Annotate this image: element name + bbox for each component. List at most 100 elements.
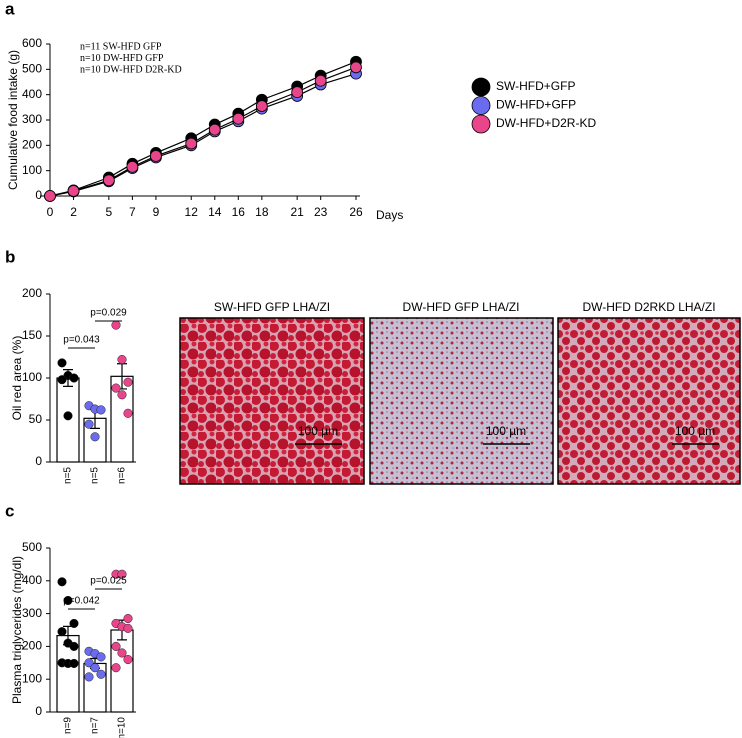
category-label: n=6: [117, 467, 128, 484]
y-tick-label: 200: [22, 639, 42, 653]
data-point: [117, 569, 127, 579]
category-label: n=5: [63, 467, 74, 484]
data-point: [84, 658, 94, 668]
data-point: [69, 373, 79, 383]
marker: [44, 190, 56, 202]
y-axis-label: Oil red area (%): [10, 336, 24, 421]
category-label: n=10: [117, 717, 128, 738]
data-point: [90, 663, 100, 673]
data-point: [111, 383, 121, 393]
x-tick-label: 2: [70, 205, 77, 219]
image-title: DW-HFD GFP LHA/ZI: [403, 300, 520, 314]
legend-marker: [471, 114, 491, 134]
data-point: [69, 658, 79, 669]
marker: [255, 100, 268, 112]
marker: [314, 74, 327, 87]
y-tick-label: 200: [22, 286, 42, 300]
marker: [126, 160, 139, 173]
data-point: [123, 623, 133, 633]
image-title: DW-HFD D2RKD LHA/ZI: [582, 300, 715, 314]
marker: [102, 174, 115, 187]
x-tick-label: 21: [290, 205, 304, 219]
data-point: [123, 654, 133, 665]
data-point: [69, 641, 79, 651]
category-label: n=5: [90, 467, 101, 484]
annotation: n=10 DW-HFD GFP: [80, 53, 164, 64]
y-tick-label: 300: [22, 606, 42, 620]
panel-label: c: [5, 501, 14, 520]
p-value: p=0.042: [63, 596, 100, 607]
p-value: p=0.025: [90, 576, 127, 587]
panel-label: b: [5, 247, 15, 266]
data-point: [57, 375, 67, 385]
scale-label: 100 µm: [298, 424, 338, 438]
y-tick-label: 100: [22, 671, 42, 685]
x-tick-label: 12: [185, 205, 199, 219]
x-tick-label: 18: [255, 205, 269, 219]
scale-label: 100 µm: [486, 424, 526, 438]
data-point: [123, 377, 133, 387]
marker: [232, 112, 245, 125]
image-title: SW-HFD GFP LHA/ZI: [214, 300, 330, 314]
data-point: [63, 595, 73, 606]
y-tick-label: 100: [22, 163, 42, 177]
marker: [350, 61, 362, 74]
data-point: [63, 411, 73, 421]
x-axis-label: Days: [376, 208, 403, 222]
x-tick-label: 14: [208, 205, 222, 219]
annotation: n=11 SW-HFD GFP: [80, 41, 162, 52]
x-tick-label: 5: [106, 205, 113, 219]
marker: [150, 150, 162, 162]
y-tick-label: 150: [22, 328, 42, 342]
p-value: p=0.029: [90, 308, 127, 319]
y-axis-label: Plasma triglycerides (mg/dl): [10, 556, 24, 704]
category-label: n=7: [90, 717, 101, 734]
data-point: [57, 358, 67, 368]
data-point: [117, 648, 127, 658]
y-tick-label: 400: [22, 573, 42, 587]
data-point: [111, 320, 121, 330]
scale-label: 100 µm: [675, 424, 715, 438]
series-line: [49, 61, 357, 197]
legend-label: DW-HFD+GFP: [496, 98, 576, 112]
legend-marker: [471, 96, 491, 115]
legend-label: DW-HFD+D2R-KD: [496, 116, 596, 130]
y-tick-label: 400: [22, 87, 42, 101]
data-point: [96, 652, 106, 662]
data-point: [84, 419, 94, 429]
micrograph: [369, 317, 554, 485]
data-point: [96, 405, 106, 415]
x-tick-label: 26: [349, 205, 363, 219]
data-point: [96, 669, 106, 679]
y-tick-label: 500: [22, 540, 42, 554]
x-tick-label: 16: [232, 205, 246, 219]
data-point: [57, 577, 67, 587]
y-tick-label: 300: [22, 112, 42, 126]
micrograph: [557, 317, 741, 485]
data-point: [84, 672, 94, 682]
data-point: [111, 641, 121, 651]
data-point: [123, 408, 133, 418]
y-tick-label: 100: [22, 370, 42, 384]
y-tick-label: 200: [22, 138, 42, 152]
legend-marker: [471, 77, 491, 97]
marker: [185, 137, 198, 150]
legend-label: SW-HFD+GFP: [496, 79, 575, 93]
panel-label: a: [5, 0, 15, 18]
data-point: [111, 663, 121, 673]
p-value: p=0.043: [63, 335, 100, 346]
y-axis-label: Cumulative food intake (g): [6, 50, 20, 190]
marker: [291, 86, 304, 99]
data-point: [117, 390, 127, 400]
y-tick-label: 0: [35, 704, 42, 718]
data-point: [57, 627, 67, 637]
data-point: [123, 613, 133, 624]
marker: [67, 185, 80, 197]
data-point: [117, 354, 127, 365]
x-tick-label: 7: [129, 205, 136, 219]
data-point: [90, 432, 100, 442]
marker: [208, 123, 221, 136]
y-tick-label: 0: [35, 188, 42, 202]
x-tick-label: 0: [47, 205, 54, 219]
